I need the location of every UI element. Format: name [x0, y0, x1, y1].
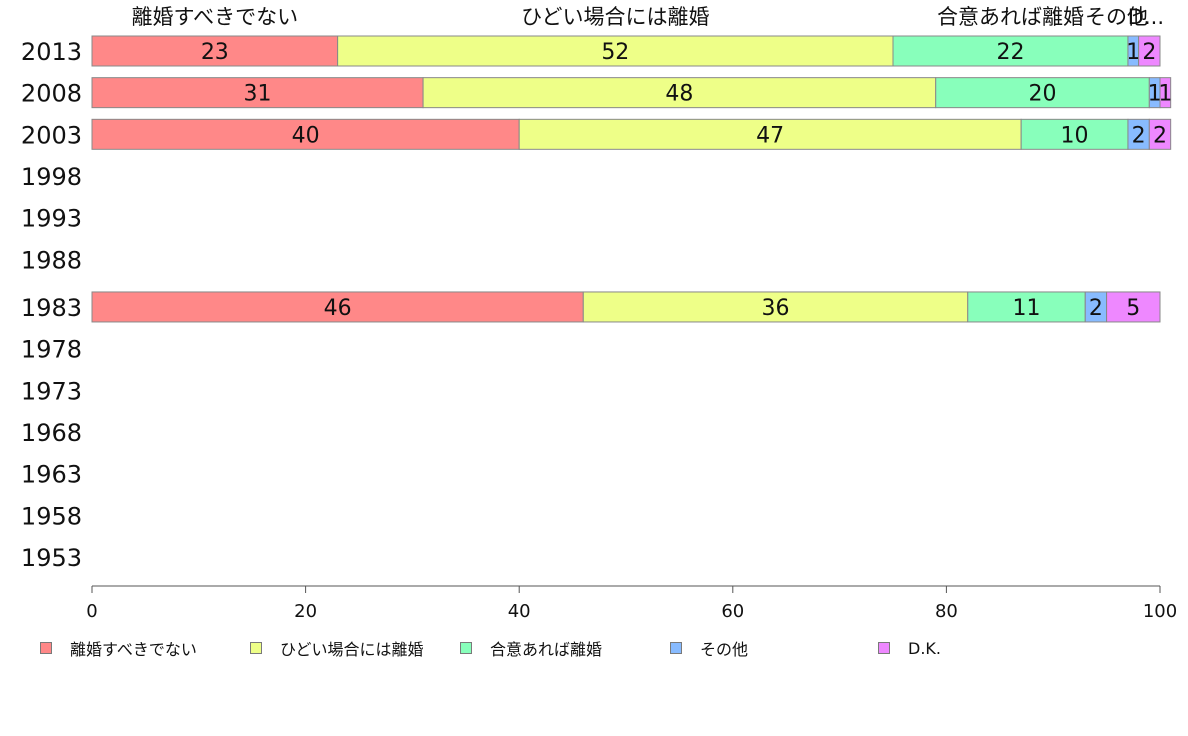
data-label: 52 — [601, 40, 629, 65]
bar-segment — [518, 118, 1022, 150]
legend-swatch — [40, 642, 52, 654]
bar-segment — [1159, 77, 1172, 109]
legend-label: D.K. — [908, 638, 941, 658]
legend-item: D.K. — [878, 636, 941, 660]
legend-item: 離婚すべきでない — [40, 636, 197, 660]
legend-swatch — [460, 642, 472, 654]
legend-label: ひどい場合には離婚 — [280, 640, 424, 659]
bar-segment — [1148, 118, 1172, 150]
data-label: 2 — [1089, 296, 1103, 321]
category-label: 1963 — [21, 461, 82, 489]
bar-segment — [582, 291, 969, 323]
top-label: 合意あれば離婚 — [937, 5, 1084, 29]
data-label: 11 — [1013, 296, 1041, 321]
category-label: 1953 — [21, 544, 82, 572]
legend-swatch — [250, 642, 262, 654]
category-label: 1958 — [21, 502, 82, 530]
legend-label: 離婚すべきでない — [70, 640, 197, 659]
bar-segment — [967, 291, 1086, 323]
x-tick-label: 80 — [935, 601, 958, 622]
legend-item: ひどい場合には離婚 — [250, 636, 424, 660]
category-label: 2008 — [21, 80, 82, 108]
legend-label: 合意あれば離婚 — [490, 640, 603, 659]
data-label: 22 — [996, 40, 1024, 65]
x-tick-label: 60 — [721, 601, 744, 622]
category-label: 1983 — [21, 294, 82, 322]
bar-segment — [935, 77, 1150, 109]
data-label: 31 — [244, 82, 272, 107]
data-label: 5 — [1126, 296, 1140, 321]
legend-swatch — [670, 642, 682, 654]
category-label: 1998 — [21, 163, 82, 191]
legend-label: その他 — [700, 640, 749, 659]
data-label: 40 — [292, 123, 320, 148]
data-label: 36 — [762, 296, 790, 321]
bar-segment — [892, 35, 1129, 67]
bar-segment — [1138, 35, 1161, 67]
bar-segment — [1106, 291, 1161, 323]
top-label: ひどい場合には離婚 — [521, 5, 709, 29]
data-label: 1 — [1126, 40, 1140, 65]
bar-segment — [91, 118, 520, 150]
data-label: 47 — [756, 123, 784, 148]
data-label: 46 — [324, 296, 352, 321]
x-tick-label: 40 — [508, 601, 531, 622]
category-label: 1978 — [21, 336, 82, 364]
category-label: 2013 — [21, 38, 82, 66]
legend-item: 合意あれば離婚 — [460, 636, 602, 660]
data-label: 23 — [201, 40, 229, 65]
legend: 離婚すべきでない ひどい場合には離婚 合意あれば離婚 その他 D.K. — [40, 636, 1180, 660]
legend-swatch — [878, 642, 890, 654]
x-tick-label: 100 — [1143, 601, 1177, 622]
top-label: 離婚すべきでない — [132, 5, 299, 29]
bar-segment — [337, 35, 894, 67]
category-label: 1973 — [21, 377, 82, 405]
bar-segment — [91, 77, 424, 109]
category-label: 1968 — [21, 419, 82, 447]
data-label: 2 — [1132, 123, 1146, 148]
data-label: 1 — [1158, 82, 1172, 107]
top-label: その他 — [1085, 5, 1148, 29]
x-tick-label: 20 — [294, 601, 317, 622]
data-label: 10 — [1061, 123, 1089, 148]
data-label: 2 — [1142, 40, 1156, 65]
bar-segment — [91, 35, 339, 67]
data-label: 1 — [1148, 82, 1162, 107]
legend-item: その他 — [670, 636, 748, 660]
data-label: 20 — [1029, 82, 1057, 107]
category-label: 1993 — [21, 205, 82, 233]
top-label: D... — [1128, 5, 1164, 29]
bar-segment — [91, 291, 584, 323]
data-label: 48 — [665, 82, 693, 107]
x-tick-label: 0 — [86, 601, 97, 622]
bar-segment — [1020, 118, 1129, 150]
category-label: 2003 — [21, 121, 82, 149]
category-label: 1988 — [21, 246, 82, 274]
data-label: 2 — [1153, 123, 1167, 148]
bar-segment — [422, 77, 937, 109]
